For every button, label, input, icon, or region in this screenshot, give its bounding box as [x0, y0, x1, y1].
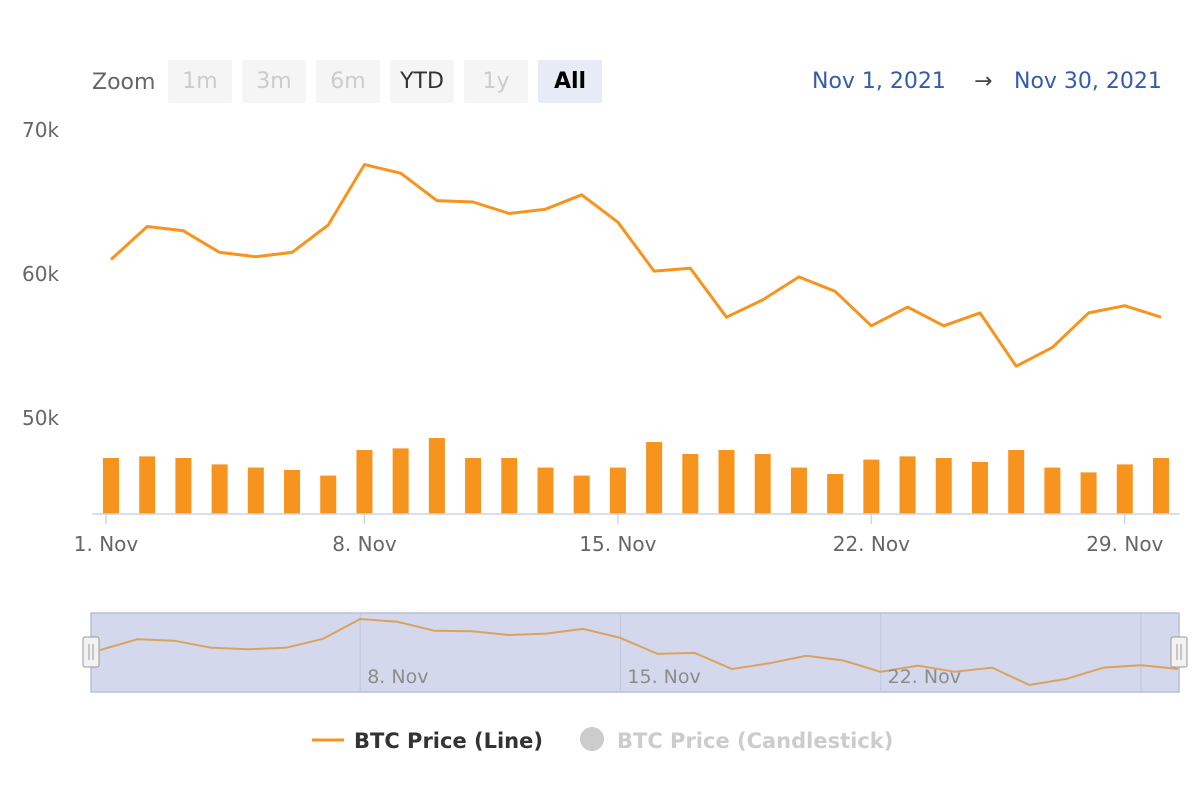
volume-bar [827, 474, 844, 514]
navigator-series-line [99, 617, 1179, 687]
volume-bar [899, 456, 916, 514]
volume-bar [175, 458, 192, 514]
legend: BTC Price (Line) BTC Price (Candlestick) [312, 727, 893, 753]
x-tick-label: 8. Nov [332, 532, 397, 556]
y-tick-label: 60k [22, 262, 59, 286]
zoom-button-ytd[interactable]: YTD [390, 60, 454, 103]
zoom-button-label: 6m [330, 69, 365, 94]
volume-bar [392, 448, 409, 514]
zoom-button-label: All [554, 69, 586, 94]
volume-bar [790, 467, 807, 514]
volume-bar [139, 456, 156, 514]
volume-bar [646, 442, 663, 514]
volume-bar [465, 458, 482, 514]
zoom-button-label: 1m [182, 69, 217, 94]
y-axis: 50k 60k 70k [22, 118, 59, 430]
volume-bar [1080, 472, 1097, 514]
volume-bar [863, 459, 880, 514]
volume-bar [573, 475, 590, 514]
volume-bar [935, 458, 952, 514]
navigator-tick-label: 8. Nov [367, 666, 428, 688]
navigator-grid [359, 613, 1142, 692]
range-to-date[interactable]: Nov 30, 2021 [1014, 69, 1162, 94]
range-arrow-icon: → [974, 69, 992, 94]
volume-bar [971, 462, 988, 514]
volume-bar [247, 467, 264, 514]
zoom-button-3m[interactable]: 3m [242, 60, 306, 103]
x-tick-label: 22. Nov [833, 532, 910, 556]
zoom-button-6m[interactable]: 6m [316, 60, 380, 103]
zoom-button-label: YTD [399, 69, 444, 94]
volume-bar [682, 454, 699, 514]
volume-bar [609, 467, 626, 514]
volume-bar [1044, 467, 1061, 514]
navigator-tick-label: 15. Nov [627, 666, 700, 688]
x-tick-label: 1. Nov [74, 532, 139, 556]
volume-bar [1008, 450, 1025, 514]
x-tick-label: 15. Nov [579, 532, 656, 556]
legend-item-btc-price-line[interactable]: BTC Price (Line) [312, 729, 543, 753]
volume-bar [428, 438, 445, 514]
navigator[interactable]: 8. Nov 15. Nov 22. Nov [82, 612, 1188, 693]
range-selector: Zoom 1m 3m 6m YTD 1y All Nov 1, 2021 → Nov 30… [92, 60, 1162, 103]
volume-bar [284, 470, 301, 514]
zoom-button-label: 1y [482, 69, 509, 94]
zoom-button-1y[interactable]: 1y [464, 60, 528, 103]
volume-bar [103, 458, 119, 514]
navigator-labels: 8. Nov 15. Nov 22. Nov [367, 666, 961, 688]
volume-bar [718, 450, 735, 514]
navigator-handle-left[interactable] [82, 636, 100, 668]
legend-label: BTC Price (Line) [354, 729, 543, 753]
zoom-button-1m[interactable]: 1m [168, 60, 232, 103]
navigator-handle-right[interactable] [1170, 636, 1188, 668]
y-tick-label: 70k [22, 118, 59, 142]
volume-bar [537, 467, 554, 514]
legend-circle-icon [580, 727, 604, 751]
volume-bar [1116, 464, 1133, 514]
legend-label: BTC Price (Candlestick) [617, 729, 893, 753]
plot-area: 50k 60k 70k 1. Nov 8. Nov 15. Nov 22. Nov 29. … [22, 118, 1180, 556]
zoom-button-label: 3m [256, 69, 291, 94]
volume-bar [356, 450, 373, 514]
legend-item-btc-price-candlestick[interactable]: BTC Price (Candlestick) [580, 727, 893, 753]
volume-bar [754, 454, 771, 514]
volume-bar [320, 475, 337, 514]
volume-bar [1153, 458, 1169, 514]
zoom-button-all[interactable]: All [538, 60, 602, 103]
y-tick-label: 50k [22, 406, 59, 430]
range-from-date[interactable]: Nov 1, 2021 [812, 69, 946, 94]
navigator-tick-label: 22. Nov [888, 666, 961, 688]
btc-price-line [109, 163, 1162, 368]
volume-bar [211, 464, 228, 514]
x-tick-label: 29. Nov [1086, 532, 1163, 556]
volume-bar [501, 458, 518, 514]
zoom-buttons: 1m 3m 6m YTD 1y All [168, 60, 602, 103]
volume-bars [103, 438, 1169, 514]
zoom-label: Zoom [92, 70, 155, 95]
x-axis: 1. Nov 8. Nov 15. Nov 22. Nov 29. Nov [74, 514, 1164, 556]
navigator-selected-range[interactable] [90, 612, 1180, 693]
